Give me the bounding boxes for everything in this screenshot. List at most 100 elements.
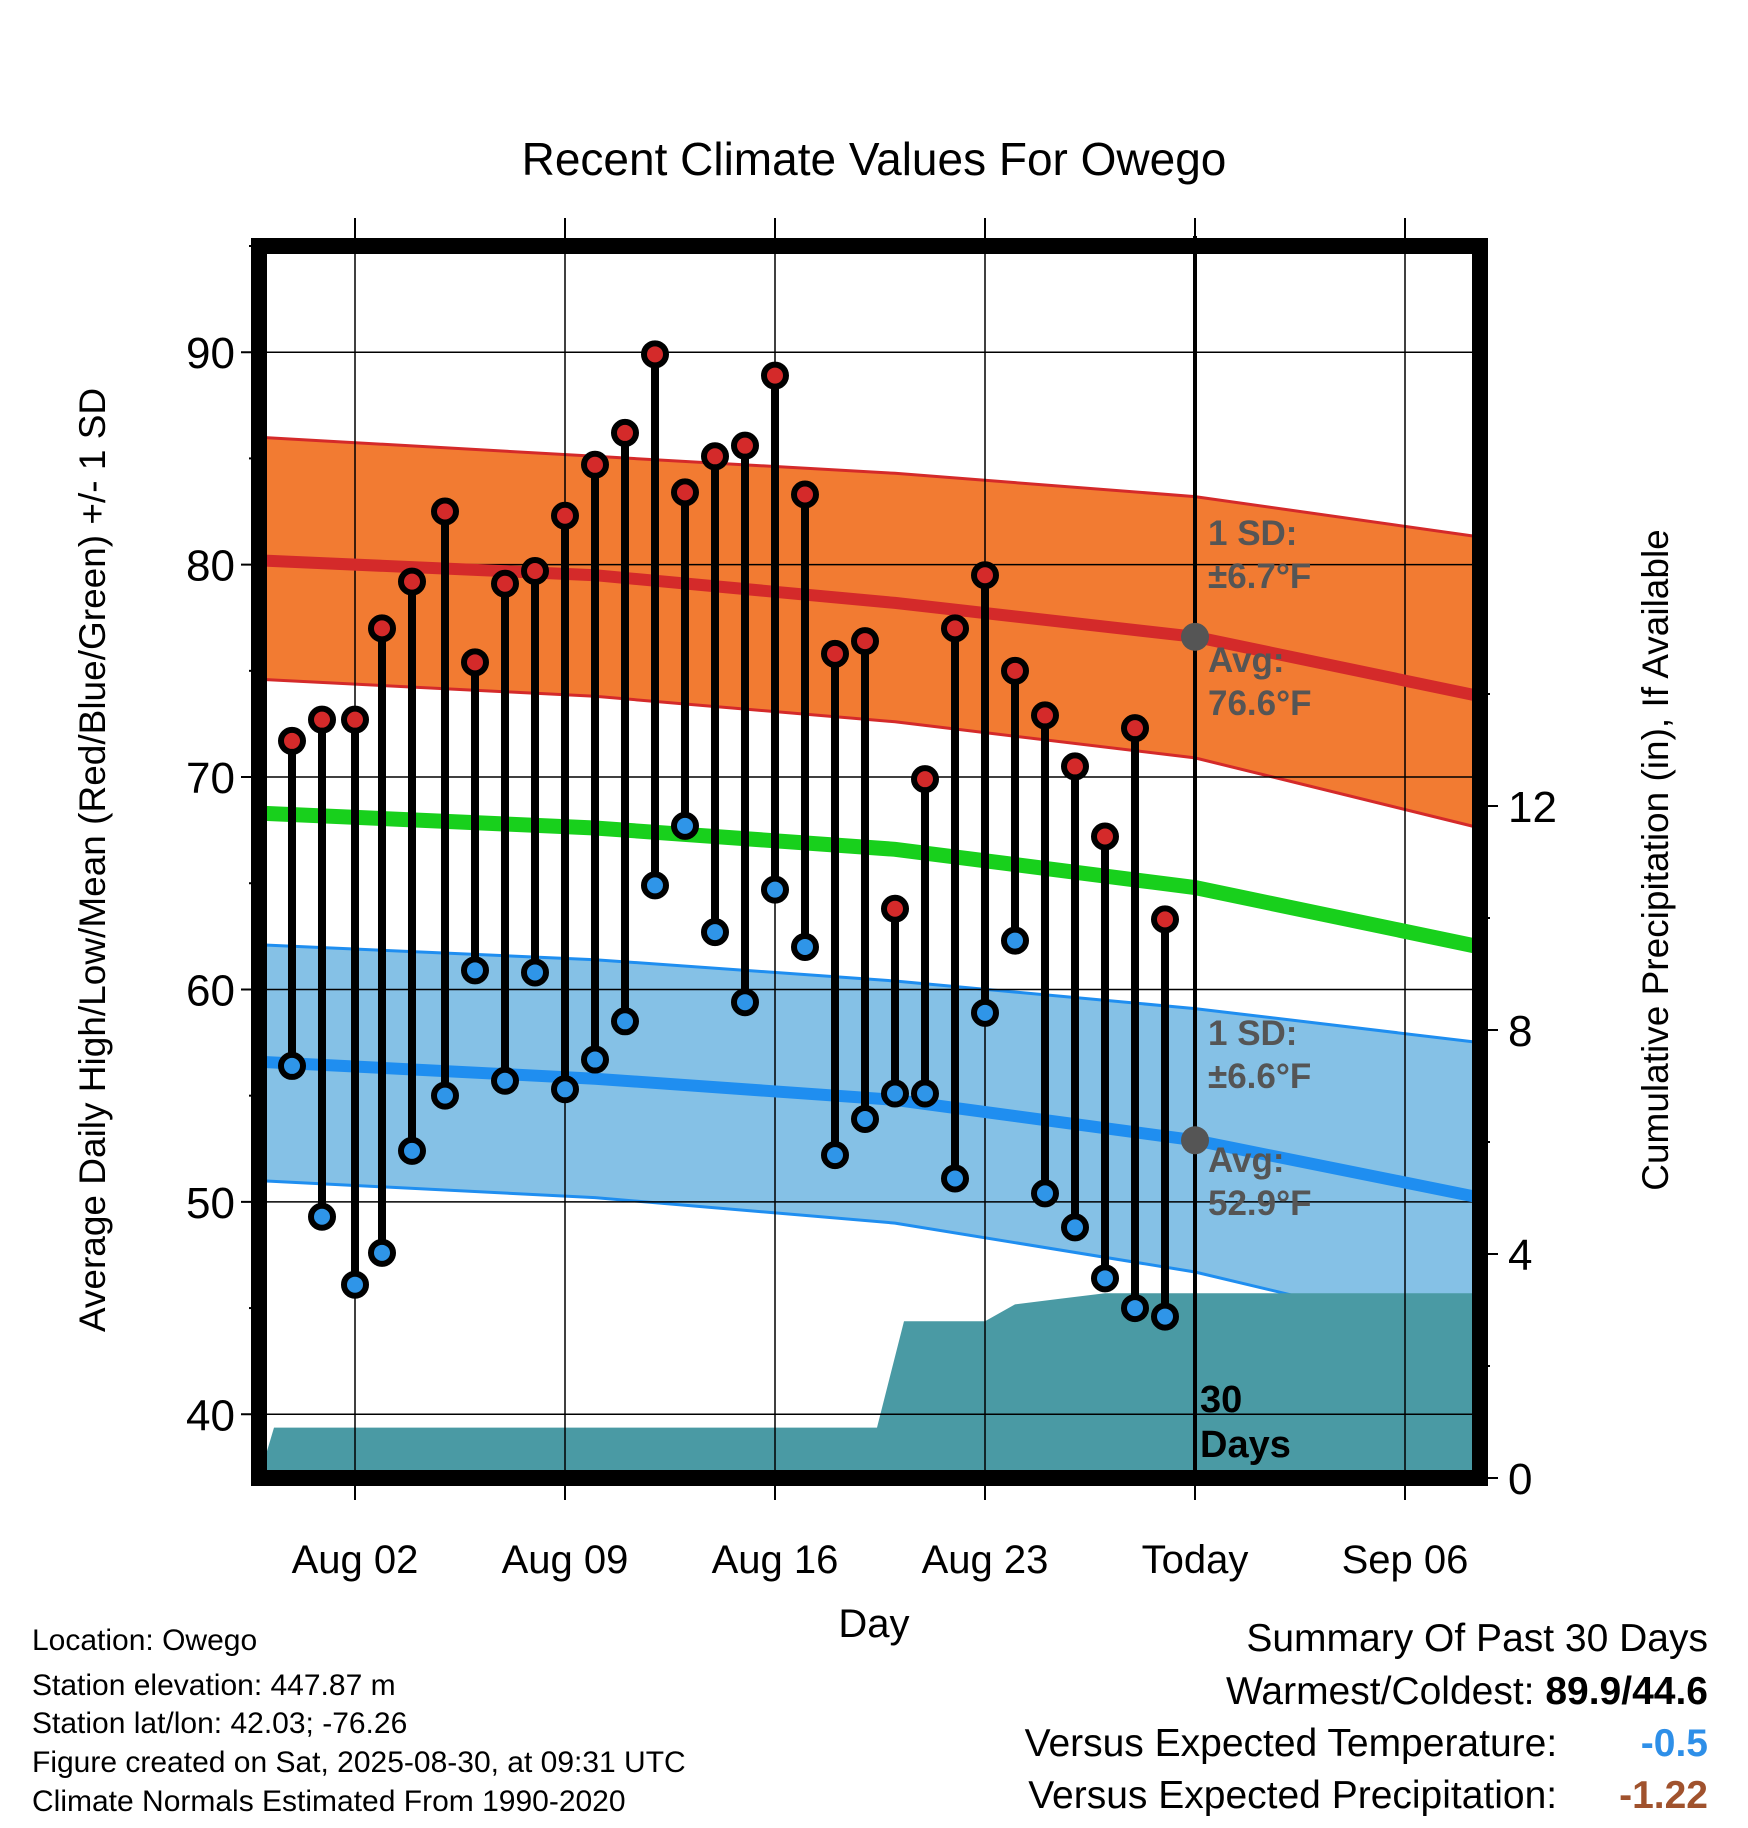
low-point (641, 871, 669, 900)
summary-temp-row: Versus Expected Temperature: -0.5 (1025, 1722, 1708, 1766)
high-point (1151, 905, 1179, 934)
summary-precip-row: Versus Expected Precipitation: -1.22 (1028, 1774, 1708, 1818)
low-point (398, 1136, 426, 1165)
low-point (461, 956, 489, 985)
low-point (1091, 1264, 1119, 1293)
y-tick-label: 50 (186, 1179, 235, 1228)
y2-tick-label: 8 (1508, 1007, 1532, 1056)
low-point (1001, 926, 1029, 955)
high-band-lower-edge (258, 677, 1481, 830)
axes: 40 50 60 70 80 90 0 4 8 12 Aug 02 Aug 09 Aug 16 Aug 2… (186, 218, 1557, 1582)
low-point (611, 1007, 639, 1036)
low-point (701, 918, 729, 947)
high-point (308, 705, 336, 734)
low-point (278, 1051, 306, 1080)
low-point (761, 875, 789, 904)
precip-label: Versus Expected Precipitation: (1028, 1774, 1558, 1817)
warmest-label: Warmest/Coldest: (1226, 1670, 1535, 1713)
x-tick-label: Aug 16 (712, 1538, 839, 1582)
high-point (368, 614, 396, 643)
low-point (1061, 1213, 1089, 1242)
high-sd-value: ±6.7°F (1208, 557, 1311, 596)
y2-tick-label: 12 (1508, 783, 1557, 832)
low-point (731, 988, 759, 1017)
low-point (821, 1141, 849, 1170)
low-point (341, 1270, 369, 1299)
high-point (671, 478, 699, 507)
temp-label: Versus Expected Temperature: (1024, 1722, 1558, 1765)
high-point (941, 614, 969, 643)
high-avg-value: 76.6°F (1208, 684, 1312, 723)
low-sd-value: ±6.6°F (1208, 1057, 1311, 1096)
low-sd-label: 1 SD: (1208, 1014, 1297, 1053)
high-point (1121, 714, 1149, 743)
temp-value: -0.5 (1640, 1722, 1708, 1765)
summary-title: Summary Of Past 30 Days (1246, 1617, 1708, 1660)
low-point (851, 1105, 879, 1134)
days-count-label: 30 (1200, 1379, 1242, 1421)
high-avg-label: Avg: (1208, 641, 1284, 680)
days-word-label: Days (1200, 1424, 1291, 1466)
low-point (911, 1079, 939, 1108)
high-point (971, 561, 999, 590)
high-point (1091, 822, 1119, 851)
high-band-upper-edge (258, 435, 1481, 539)
info-latlon: Station lat/lon: 42.03; -76.26 (32, 1707, 408, 1740)
high-point (461, 648, 489, 677)
high-point (611, 418, 639, 447)
low-point (1151, 1302, 1179, 1331)
x-tick-label: Sep 06 (1342, 1538, 1469, 1582)
high-point (1001, 656, 1029, 685)
high-point (791, 480, 819, 509)
low-point (671, 811, 699, 840)
high-point (521, 556, 549, 585)
chart-title: Recent Climate Values For Owego (522, 133, 1227, 185)
high-point (1061, 752, 1089, 781)
low-point (881, 1079, 909, 1108)
high-point (398, 567, 426, 596)
high-point (581, 450, 609, 479)
low-point (581, 1045, 609, 1074)
y-tick-label: 60 (186, 966, 235, 1015)
y-tick-label: 40 (186, 1391, 235, 1440)
high-point (551, 501, 579, 530)
today-high-marker (1181, 622, 1209, 651)
high-normal-line (258, 554, 1482, 703)
precip-value: -1.22 (1619, 1774, 1708, 1817)
x-tick-label: Aug 23 (922, 1538, 1049, 1582)
high-sd-label: 1 SD: (1208, 514, 1297, 553)
x-tick-label: Today (1142, 1538, 1249, 1582)
info-location: Location: Owego (32, 1624, 258, 1657)
low-point (308, 1202, 336, 1231)
low-point (551, 1075, 579, 1104)
x-tick-label: Aug 02 (292, 1538, 419, 1582)
y-axis-label-right: Cumulative Precipitation (in), If Availa… (1635, 529, 1676, 1191)
info-elevation: Station elevation: 447.87 m (32, 1669, 396, 1702)
mean-normal-line (258, 805, 1482, 955)
plot-area (258, 236, 1482, 1478)
low-point (1121, 1294, 1149, 1323)
high-point (1031, 701, 1059, 730)
y2-tick-label: 0 (1508, 1455, 1532, 1504)
high-point (821, 639, 849, 668)
low-point (791, 932, 819, 961)
y2-tick-label: 4 (1508, 1231, 1532, 1280)
high-point (341, 705, 369, 734)
low-point (431, 1081, 459, 1110)
low-point (941, 1164, 969, 1193)
high-point (278, 726, 306, 755)
high-point (641, 340, 669, 369)
low-point (971, 998, 999, 1027)
high-point (731, 431, 759, 460)
info-created: Figure created on Sat, 2025-08-30, at 09… (32, 1746, 686, 1779)
high-point (911, 765, 939, 794)
summary-warmest-row: Warmest/Coldest: 89.9/44.6 (1226, 1670, 1708, 1714)
warmest-value: 89.9/44.6 (1545, 1670, 1708, 1713)
high-point (431, 497, 459, 526)
high-point (761, 361, 789, 390)
low-avg-value: 52.9°F (1208, 1184, 1312, 1223)
high-point (881, 894, 909, 923)
info-normals: Climate Normals Estimated From 1990-2020 (32, 1785, 626, 1818)
low-point (521, 958, 549, 987)
